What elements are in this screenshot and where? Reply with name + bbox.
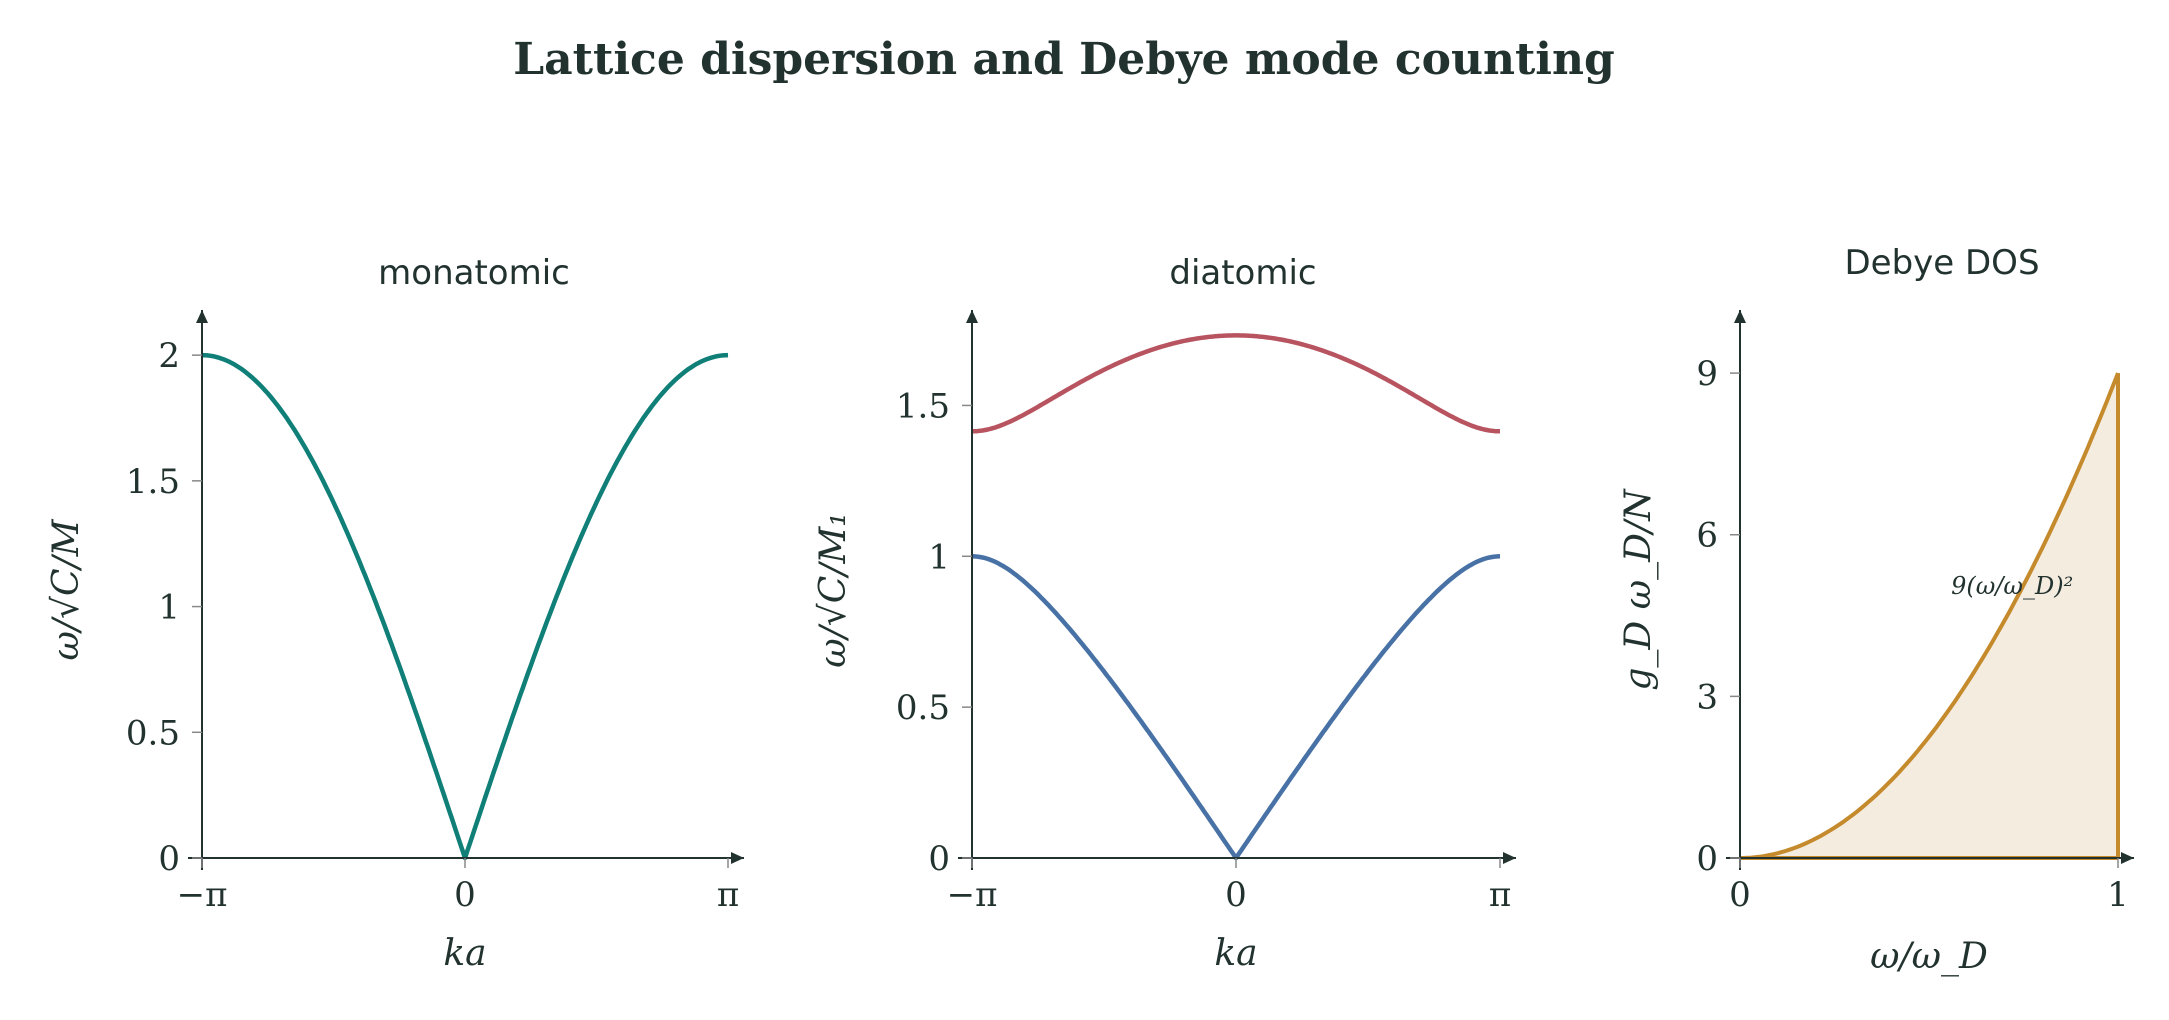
y-tick-label: 1.5 (126, 462, 180, 502)
y-tick-label: 0.5 (896, 688, 950, 728)
y-tick-label: 2 (158, 336, 180, 376)
y-tick-label: 1 (158, 588, 180, 628)
x-tick-label: π (717, 875, 739, 915)
x-tick-label: π (1489, 875, 1511, 915)
x-axis-label: ka (1214, 933, 1257, 974)
chart-panel-3: Debye DOS 0 1 0 3 6 9 ω/ω_D g_D ω_D/N 9(ω/ω_D)² (1618, 243, 2134, 977)
x-axis-label: ka (443, 933, 486, 974)
x-tick-label: 0 (1225, 875, 1247, 915)
y-axis-label: ω/√C/M₁ (813, 512, 854, 667)
y-tick-label: 0 (928, 839, 950, 879)
x-axis-arrow (2121, 852, 2134, 864)
panel-title: diatomic (1169, 253, 1316, 293)
panels: monatomic−π 0 π00.511.52kaω/√C/Mdiatomic−π… (46, 243, 2134, 977)
y-tick-label: 9 (1696, 354, 1718, 394)
x-tick-label: 0 (1729, 875, 1751, 915)
series-line (971, 554, 1501, 861)
series-line (201, 352, 729, 861)
series-line (1740, 372, 2120, 860)
panel-title: Debye DOS (1844, 243, 2039, 283)
y-axis-arrow (1734, 310, 1746, 323)
panel-title: monatomic (378, 253, 570, 293)
x-tick-label: −π (177, 875, 228, 915)
y-tick-label: 0 (158, 839, 180, 879)
y-tick-label: 0.5 (126, 713, 180, 753)
x-axis-label: ω/ω_D (1870, 936, 1988, 977)
y-axis-arrow (966, 310, 978, 323)
x-tick-label: 0 (454, 875, 476, 915)
x-axis-arrow (1503, 852, 1516, 864)
y-axis-arrow (196, 310, 208, 323)
series-line (972, 333, 1500, 434)
y-axis-label: ω/√C/M (46, 518, 87, 660)
y-tick-label: 1.5 (896, 386, 950, 426)
figure-title: Lattice dispersion and Debye mode counti… (513, 34, 1615, 85)
x-tick-label: 1 (2107, 875, 2129, 915)
y-tick-label: 3 (1696, 677, 1718, 717)
y-tick-label: 6 (1696, 516, 1718, 556)
curve-annotation: 9(ω/ω_D)² (1951, 572, 2073, 600)
y-tick-label: 0 (1696, 839, 1718, 879)
area-fill (1740, 373, 2118, 858)
x-axis-arrow (731, 852, 744, 864)
y-tick-label: 1 (928, 537, 950, 577)
y-axis-label: g_D ω_D/N (1618, 488, 1659, 691)
x-tick-label: −π (947, 875, 998, 915)
